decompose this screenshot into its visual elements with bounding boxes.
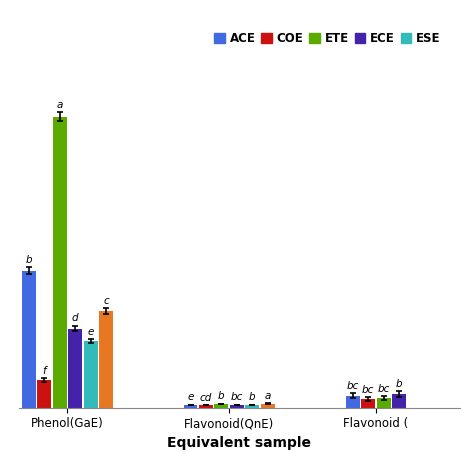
Text: b: b	[396, 379, 402, 389]
Bar	[245, 405, 259, 408]
Bar	[99, 311, 113, 408]
Text: a: a	[264, 391, 271, 401]
Text: e: e	[187, 392, 194, 402]
Bar	[37, 380, 51, 408]
Legend: ACE, COE, ETE, ECE, ESE: ACE, COE, ETE, ECE, ESE	[210, 27, 446, 50]
Bar	[361, 399, 375, 408]
Bar	[214, 404, 228, 408]
Text: a: a	[56, 100, 63, 110]
Bar	[53, 117, 67, 408]
Bar	[199, 405, 213, 408]
Bar	[377, 398, 391, 408]
Bar	[230, 405, 244, 408]
Text: f: f	[43, 365, 46, 375]
Text: cd: cd	[200, 392, 212, 402]
Bar	[261, 403, 274, 408]
Text: b: b	[218, 392, 225, 401]
Text: bc: bc	[346, 381, 359, 391]
Bar	[83, 341, 98, 408]
Bar	[346, 396, 360, 408]
Text: e: e	[87, 327, 94, 337]
Bar	[22, 271, 36, 408]
Text: bc: bc	[378, 383, 390, 393]
Bar	[183, 405, 198, 408]
Text: c: c	[103, 296, 109, 306]
Text: d: d	[72, 313, 79, 323]
Text: b: b	[26, 255, 32, 265]
Text: bc: bc	[362, 384, 374, 394]
Text: b: b	[249, 392, 255, 402]
Bar	[68, 328, 82, 408]
Bar	[392, 394, 406, 408]
X-axis label: Equivalent sample: Equivalent sample	[167, 436, 311, 450]
Text: bc: bc	[231, 392, 243, 402]
